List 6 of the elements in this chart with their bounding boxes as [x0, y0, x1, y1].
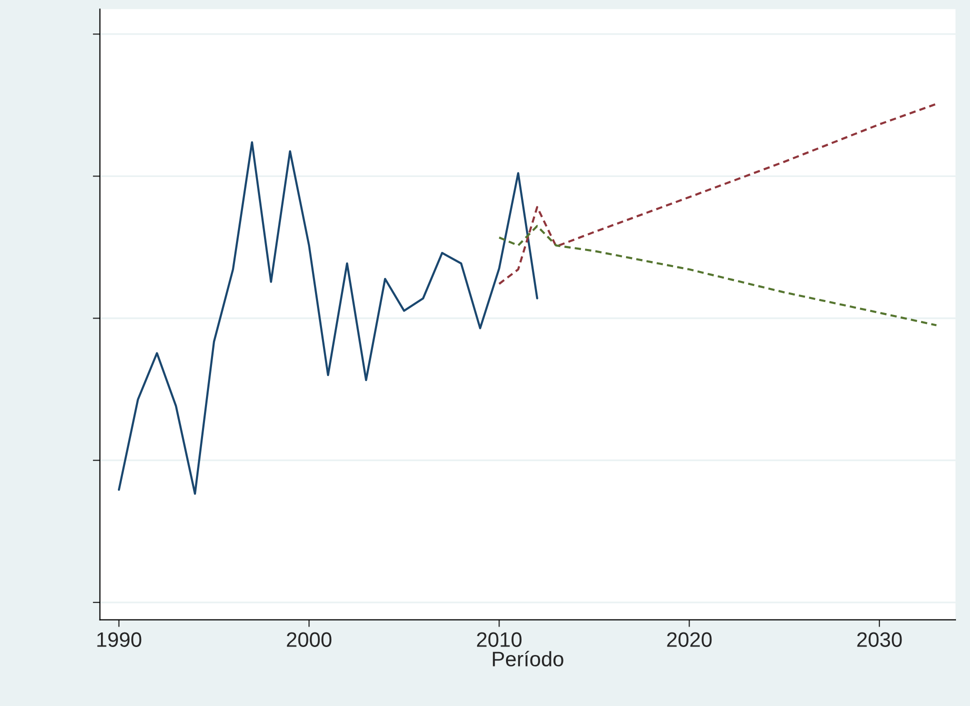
x-tick-label: 2000 — [286, 632, 332, 647]
x-tick-label: 2020 — [667, 632, 712, 647]
x-tick-label: 1990 — [97, 632, 142, 647]
x-tick-label: 2010 — [477, 632, 522, 647]
x-axis-title: Período — [492, 650, 564, 666]
x-tick-label: 2030 — [857, 632, 902, 647]
